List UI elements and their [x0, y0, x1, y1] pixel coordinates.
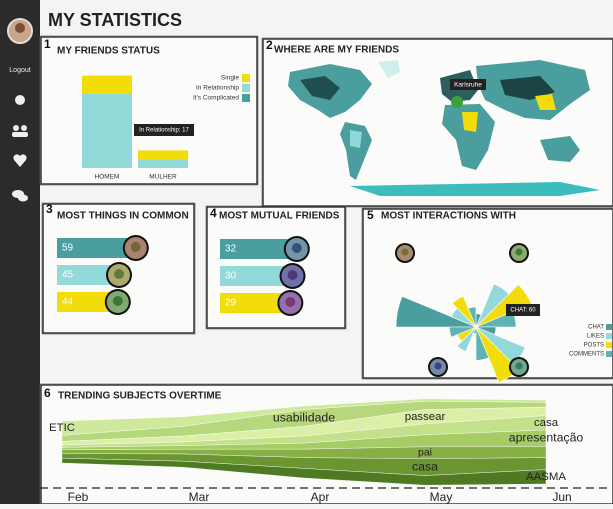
bar-segment	[138, 159, 188, 168]
panel-title: WHERE ARE MY FRIENDS	[274, 45, 399, 56]
avatar-face	[15, 23, 25, 33]
avatar-face	[131, 242, 141, 252]
logout[interactable]: Logout	[9, 67, 30, 74]
page-title: MY STATISTICS	[48, 10, 182, 30]
category-label: HOMEM	[95, 174, 120, 181]
tooltip-text: In Relationship: 17	[139, 128, 189, 134]
value-label: 44	[62, 297, 74, 308]
panel-number: 6	[44, 386, 51, 400]
legend-swatch	[242, 84, 250, 92]
topic-label: passear	[405, 411, 446, 423]
legend-swatch	[606, 324, 612, 330]
avatar-face	[515, 248, 522, 255]
legend-label: It's Complicated	[193, 95, 239, 102]
panel-title: MOST MUTUAL FRIENDS	[219, 211, 340, 222]
legend-swatch	[242, 74, 250, 82]
legend-swatch	[242, 94, 250, 102]
panel-title: MY FRIENDS STATUS	[57, 46, 160, 57]
panel-title: MOST INTERACTIONS WITH	[381, 211, 516, 222]
panel-number: 1	[44, 37, 51, 51]
legend-label: CHAT	[588, 325, 604, 331]
topic-label: AASMA	[526, 471, 566, 483]
page: Logout MY STATISTICS 1 MY FRIENDS STATUS…	[0, 0, 613, 504]
globe-icon[interactable]	[15, 95, 25, 105]
avatar-face	[288, 270, 298, 280]
panel-title: TRENDING SUBJECTS OVERTIME	[58, 391, 222, 402]
region	[350, 130, 362, 148]
month-label: May	[430, 490, 453, 504]
sidebar	[0, 0, 40, 504]
region	[462, 112, 478, 132]
legend-label: POSTS	[584, 343, 604, 349]
avatar-face	[113, 296, 123, 306]
panel	[263, 39, 613, 206]
month-label: Mar	[189, 490, 210, 504]
topic-label: apresentação	[509, 431, 584, 445]
panel-number: 4	[210, 206, 217, 220]
legend-label: In Relationship	[196, 85, 239, 92]
panel-number: 3	[46, 202, 53, 216]
value-label: 32	[225, 244, 237, 255]
value-label: 45	[62, 270, 74, 281]
avatar-face	[292, 243, 302, 253]
legend-swatch	[606, 333, 612, 339]
month-label: Jun	[552, 490, 571, 504]
topic-label: casa	[412, 459, 438, 473]
legend-swatch	[606, 351, 612, 357]
panel-number: 5	[367, 208, 374, 222]
topic-label: ETIC	[49, 422, 75, 434]
value-label: 29	[225, 298, 237, 309]
tooltip-text: CHAT: 60	[510, 308, 536, 314]
avatar-face	[434, 362, 441, 369]
location-marker[interactable]	[451, 96, 463, 108]
month-label: Apr	[311, 490, 330, 504]
category-label: MULHER	[149, 174, 177, 181]
avatar-face	[114, 269, 124, 279]
legend-label: COMMENTS	[569, 352, 604, 358]
dashboard: Logout MY STATISTICS 1 MY FRIENDS STATUS…	[0, 0, 613, 504]
legend-label: LIKES	[587, 334, 604, 340]
panel-title: MOST THINGS IN COMMON	[57, 211, 189, 222]
tooltip-text: Karlsruhe	[454, 82, 482, 89]
panel-number: 2	[266, 38, 273, 52]
topic-label: pai	[418, 447, 432, 459]
month-label: Feb	[68, 490, 89, 504]
value-label: 59	[62, 243, 74, 254]
avatar-face	[401, 248, 408, 255]
topic-label: casa	[534, 417, 559, 429]
topic-label: usabilidade	[273, 410, 335, 424]
avatar-face	[515, 362, 522, 369]
value-label: 30	[225, 271, 237, 282]
avatar-face	[285, 297, 295, 307]
bar-segment	[138, 150, 188, 159]
bar-segment	[82, 93, 132, 168]
legend-swatch	[606, 342, 612, 348]
bar-segment	[82, 76, 132, 94]
legend-label: Single	[221, 75, 239, 82]
